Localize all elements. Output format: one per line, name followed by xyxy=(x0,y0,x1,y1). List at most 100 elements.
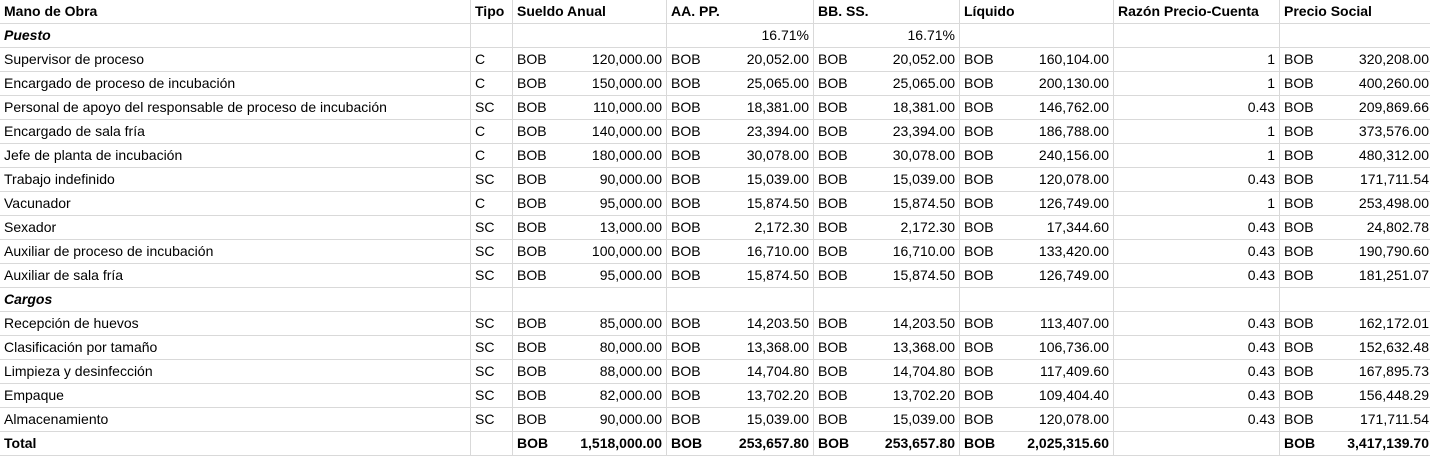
role-name-cell[interactable]: Limpieza y desinfección xyxy=(0,359,471,384)
header-cell[interactable]: BB. SS. xyxy=(813,0,960,24)
aa-pp-cell[interactable]: BOB 14,704.80 xyxy=(666,359,814,384)
aa-pp-cell[interactable]: BOB 14,203.50 xyxy=(666,311,814,336)
type-cell[interactable]: SC xyxy=(470,263,513,288)
bb-ss-cell[interactable]: BOB 13,368.00 xyxy=(813,335,960,360)
price-ratio-cell[interactable]: 0.43 xyxy=(1113,263,1280,288)
aa-pp-cell[interactable]: BOB 13,702.20 xyxy=(666,383,814,408)
aa-pp-cell[interactable]: BOB 18,381.00 xyxy=(666,95,814,120)
aa-pp-cell[interactable]: BOB 20,052.00 xyxy=(666,47,814,72)
price-ratio-cell[interactable]: 0.43 xyxy=(1113,95,1280,120)
net-cell[interactable]: BOB 240,156.00 xyxy=(959,143,1114,168)
type-cell[interactable]: SC xyxy=(470,239,513,264)
role-name-cell[interactable]: Clasificación por tamaño xyxy=(0,335,471,360)
empty-cell[interactable] xyxy=(1279,23,1430,48)
role-name-cell[interactable]: Empaque xyxy=(0,383,471,408)
social-price-cell[interactable]: BOB 480,312.00 xyxy=(1279,143,1430,168)
aa-pp-cell[interactable]: BOB 15,039.00 xyxy=(666,167,814,192)
empty-cell[interactable] xyxy=(959,287,1114,312)
header-cell[interactable]: Precio Social xyxy=(1279,0,1430,24)
header-cell[interactable]: Tipo xyxy=(470,0,513,24)
social-price-cell[interactable]: BOB 190,790.60 xyxy=(1279,239,1430,264)
price-ratio-cell[interactable]: 0.43 xyxy=(1113,167,1280,192)
price-ratio-cell[interactable]: 0.43 xyxy=(1113,335,1280,360)
price-ratio-cell[interactable]: 1 xyxy=(1113,71,1280,96)
social-price-cell[interactable]: BOB 181,251.07 xyxy=(1279,263,1430,288)
annual-salary-cell[interactable]: BOB 82,000.00 xyxy=(512,383,667,408)
annual-salary-cell[interactable]: BOB 95,000.00 xyxy=(512,191,667,216)
price-ratio-cell[interactable]: 1 xyxy=(1113,191,1280,216)
annual-salary-cell[interactable]: BOB 120,000.00 xyxy=(512,47,667,72)
type-cell[interactable]: C xyxy=(470,191,513,216)
price-ratio-cell[interactable]: 1 xyxy=(1113,119,1280,144)
social-price-cell[interactable]: BOB 400,260.00 xyxy=(1279,71,1430,96)
bb-ss-cell[interactable]: BOB 23,394.00 xyxy=(813,119,960,144)
empty-cell[interactable] xyxy=(1113,287,1280,312)
aa-pp-rate[interactable]: 16.71% xyxy=(666,23,814,48)
empty-cell[interactable] xyxy=(1279,287,1430,312)
price-ratio-cell[interactable]: 0.43 xyxy=(1113,359,1280,384)
role-name-cell[interactable]: Recepción de huevos xyxy=(0,311,471,336)
empty-cell[interactable] xyxy=(959,23,1114,48)
annual-salary-cell[interactable]: BOB 100,000.00 xyxy=(512,239,667,264)
role-name-cell[interactable]: Vacunador xyxy=(0,191,471,216)
total-salary-cell[interactable]: BOB 1,518,000.00 xyxy=(512,431,667,456)
net-cell[interactable]: BOB 17,344.60 xyxy=(959,215,1114,240)
net-cell[interactable]: BOB 106,736.00 xyxy=(959,335,1114,360)
net-cell[interactable]: BOB 126,749.00 xyxy=(959,263,1114,288)
bb-ss-cell[interactable]: BOB 15,874.50 xyxy=(813,263,960,288)
annual-salary-cell[interactable]: BOB 80,000.00 xyxy=(512,335,667,360)
social-price-cell[interactable]: BOB 167,895.73 xyxy=(1279,359,1430,384)
type-cell[interactable]: SC xyxy=(470,383,513,408)
type-cell[interactable]: C xyxy=(470,119,513,144)
type-cell[interactable]: SC xyxy=(470,311,513,336)
annual-salary-cell[interactable]: BOB 95,000.00 xyxy=(512,263,667,288)
social-price-cell[interactable]: BOB 152,632.48 xyxy=(1279,335,1430,360)
type-cell[interactable]: SC xyxy=(470,335,513,360)
role-name-cell[interactable]: Almacenamiento xyxy=(0,407,471,432)
type-cell[interactable]: SC xyxy=(470,95,513,120)
aa-pp-cell[interactable]: BOB 2,172.30 xyxy=(666,215,814,240)
bb-ss-cell[interactable]: BOB 15,039.00 xyxy=(813,167,960,192)
bb-ss-cell[interactable]: BOB 25,065.00 xyxy=(813,71,960,96)
bb-ss-cell[interactable]: BOB 18,381.00 xyxy=(813,95,960,120)
aa-pp-rate[interactable] xyxy=(666,287,814,312)
role-name-cell[interactable]: Encargado de proceso de incubación xyxy=(0,71,471,96)
role-name-cell[interactable]: Auxiliar de proceso de incubación xyxy=(0,239,471,264)
total-bb-ss-cell[interactable]: BOB 253,657.80 xyxy=(813,431,960,456)
aa-pp-cell[interactable]: BOB 16,710.00 xyxy=(666,239,814,264)
social-price-cell[interactable]: BOB 162,172.01 xyxy=(1279,311,1430,336)
social-price-cell[interactable]: BOB 373,576.00 xyxy=(1279,119,1430,144)
social-price-cell[interactable]: BOB 320,208.00 xyxy=(1279,47,1430,72)
aa-pp-cell[interactable]: BOB 25,065.00 xyxy=(666,71,814,96)
annual-salary-cell[interactable]: BOB 140,000.00 xyxy=(512,119,667,144)
type-cell[interactable]: SC xyxy=(470,359,513,384)
price-ratio-cell[interactable]: 0.43 xyxy=(1113,383,1280,408)
net-cell[interactable]: BOB 133,420.00 xyxy=(959,239,1114,264)
annual-salary-cell[interactable]: BOB 180,000.00 xyxy=(512,143,667,168)
net-cell[interactable]: BOB 117,409.60 xyxy=(959,359,1114,384)
social-price-cell[interactable]: BOB 253,498.00 xyxy=(1279,191,1430,216)
total-net-cell[interactable]: BOB 2,025,315.60 xyxy=(959,431,1114,456)
aa-pp-cell[interactable]: BOB 15,874.50 xyxy=(666,191,814,216)
net-cell[interactable]: BOB 113,407.00 xyxy=(959,311,1114,336)
empty-cell[interactable] xyxy=(470,23,513,48)
bb-ss-cell[interactable]: BOB 15,039.00 xyxy=(813,407,960,432)
price-ratio-cell[interactable]: 1 xyxy=(1113,143,1280,168)
social-price-cell[interactable]: BOB 24,802.78 xyxy=(1279,215,1430,240)
net-cell[interactable]: BOB 120,078.00 xyxy=(959,167,1114,192)
total-aa-pp-cell[interactable]: BOB 253,657.80 xyxy=(666,431,814,456)
bb-ss-cell[interactable]: BOB 15,874.50 xyxy=(813,191,960,216)
type-cell[interactable]: C xyxy=(470,71,513,96)
type-cell[interactable]: SC xyxy=(470,215,513,240)
price-ratio-cell[interactable]: 0.43 xyxy=(1113,215,1280,240)
annual-salary-cell[interactable]: BOB 150,000.00 xyxy=(512,71,667,96)
bb-ss-rate[interactable] xyxy=(813,287,960,312)
aa-pp-cell[interactable]: BOB 15,039.00 xyxy=(666,407,814,432)
annual-salary-cell[interactable]: BOB 13,000.00 xyxy=(512,215,667,240)
aa-pp-cell[interactable]: BOB 13,368.00 xyxy=(666,335,814,360)
role-name-cell[interactable]: Trabajo indefinido xyxy=(0,167,471,192)
net-cell[interactable]: BOB 160,104.00 xyxy=(959,47,1114,72)
type-cell[interactable]: C xyxy=(470,143,513,168)
header-cell[interactable]: Mano de Obra xyxy=(0,0,471,24)
role-name-cell[interactable]: Auxiliar de sala fría xyxy=(0,263,471,288)
